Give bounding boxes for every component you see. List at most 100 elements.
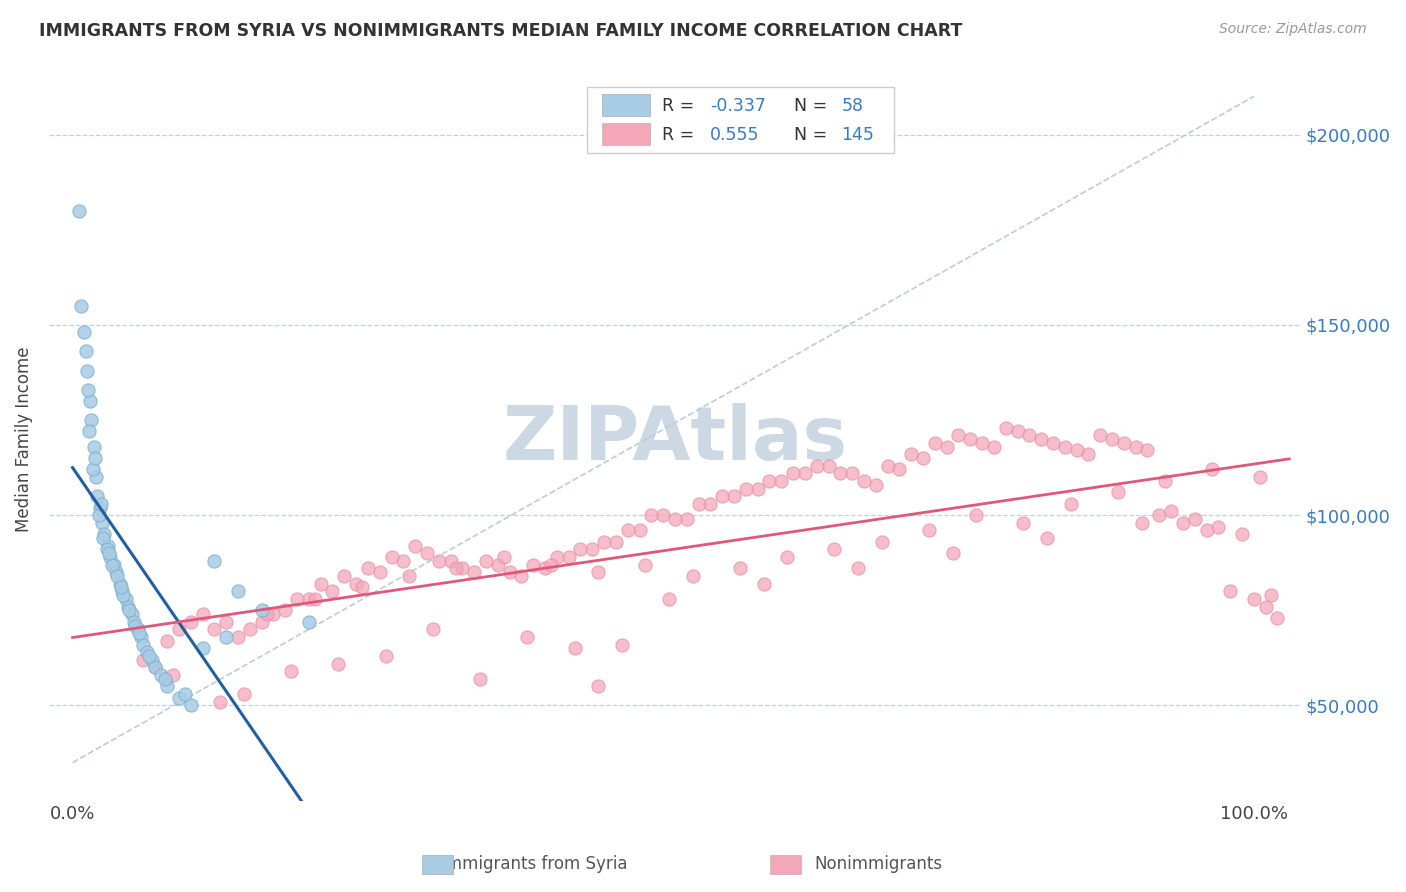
Point xyxy=(89,500,111,515)
Point xyxy=(468,672,491,686)
Point xyxy=(82,462,104,476)
Point xyxy=(846,561,869,575)
Point xyxy=(688,497,710,511)
Point xyxy=(90,497,112,511)
Point xyxy=(143,660,166,674)
Point xyxy=(557,549,579,564)
Point xyxy=(79,394,101,409)
Point xyxy=(841,467,863,481)
Point xyxy=(1184,512,1206,526)
Point xyxy=(652,508,675,523)
Point xyxy=(110,581,132,595)
Text: N =: N = xyxy=(794,97,832,115)
Point xyxy=(1053,440,1076,454)
Point xyxy=(112,588,135,602)
Point xyxy=(569,542,592,557)
Point xyxy=(1066,443,1088,458)
Point xyxy=(770,474,793,488)
Point xyxy=(1154,474,1177,488)
Point xyxy=(368,566,391,580)
FancyBboxPatch shape xyxy=(588,87,894,153)
Point xyxy=(67,203,90,218)
Point xyxy=(274,603,297,617)
Point xyxy=(180,698,202,713)
Text: Nonimmigrants: Nonimmigrants xyxy=(814,855,943,873)
Text: -0.337: -0.337 xyxy=(710,97,766,115)
Point xyxy=(143,660,166,674)
Point xyxy=(117,599,139,614)
Point xyxy=(304,591,326,606)
Point xyxy=(983,440,1005,454)
Point xyxy=(1031,432,1053,446)
Point xyxy=(103,558,125,572)
Point xyxy=(250,615,273,629)
Point xyxy=(948,428,970,442)
Point xyxy=(593,534,616,549)
Point xyxy=(546,549,568,564)
Point xyxy=(758,474,780,488)
Point xyxy=(912,451,935,466)
Point xyxy=(209,695,232,709)
Point xyxy=(86,489,108,503)
Point xyxy=(935,440,957,454)
Point xyxy=(422,623,444,637)
Point xyxy=(97,539,120,553)
Point xyxy=(87,508,110,523)
Point xyxy=(564,641,586,656)
Point xyxy=(427,554,450,568)
Point xyxy=(942,546,965,560)
Point xyxy=(404,539,426,553)
Point xyxy=(439,554,461,568)
Point xyxy=(1101,432,1123,446)
Point xyxy=(865,477,887,491)
Point xyxy=(723,489,745,503)
Point xyxy=(870,534,893,549)
Point xyxy=(280,664,302,678)
Point xyxy=(398,569,420,583)
Point xyxy=(309,576,332,591)
Point xyxy=(463,566,485,580)
Point xyxy=(136,645,159,659)
Point xyxy=(994,420,1017,434)
Point xyxy=(1130,516,1153,530)
Point xyxy=(93,527,115,541)
Point xyxy=(374,648,396,663)
Point xyxy=(350,581,373,595)
Point xyxy=(298,615,321,629)
Point xyxy=(675,512,697,526)
Y-axis label: Median Family Income: Median Family Income xyxy=(15,346,32,532)
Point xyxy=(728,561,751,575)
Point xyxy=(173,687,195,701)
Point xyxy=(586,680,609,694)
Point xyxy=(889,462,911,476)
Text: R =: R = xyxy=(662,97,700,115)
Point xyxy=(380,549,402,564)
Point xyxy=(1112,435,1135,450)
Point xyxy=(747,482,769,496)
Text: IMMIGRANTS FROM SYRIA VS NONIMMIGRANTS MEDIAN FAMILY INCOME CORRELATION CHART: IMMIGRANTS FROM SYRIA VS NONIMMIGRANTS M… xyxy=(39,22,963,40)
Point xyxy=(699,497,721,511)
FancyBboxPatch shape xyxy=(602,94,650,116)
Point xyxy=(73,326,96,340)
Point xyxy=(1125,440,1147,454)
Point xyxy=(114,591,136,606)
Point xyxy=(167,690,190,705)
Point xyxy=(806,458,828,473)
Point xyxy=(540,558,562,572)
Point xyxy=(111,584,134,599)
Text: 145: 145 xyxy=(842,127,875,145)
Point xyxy=(1254,599,1277,614)
Point xyxy=(486,558,509,572)
Point xyxy=(180,615,202,629)
Point xyxy=(1267,611,1289,625)
Point xyxy=(122,615,145,629)
Point xyxy=(1195,524,1218,538)
Point xyxy=(416,546,439,560)
Point xyxy=(191,607,214,621)
Point xyxy=(1149,508,1171,523)
Point xyxy=(156,680,179,694)
Point xyxy=(156,633,179,648)
Point xyxy=(534,561,557,575)
FancyBboxPatch shape xyxy=(602,123,650,145)
Point xyxy=(972,435,994,450)
